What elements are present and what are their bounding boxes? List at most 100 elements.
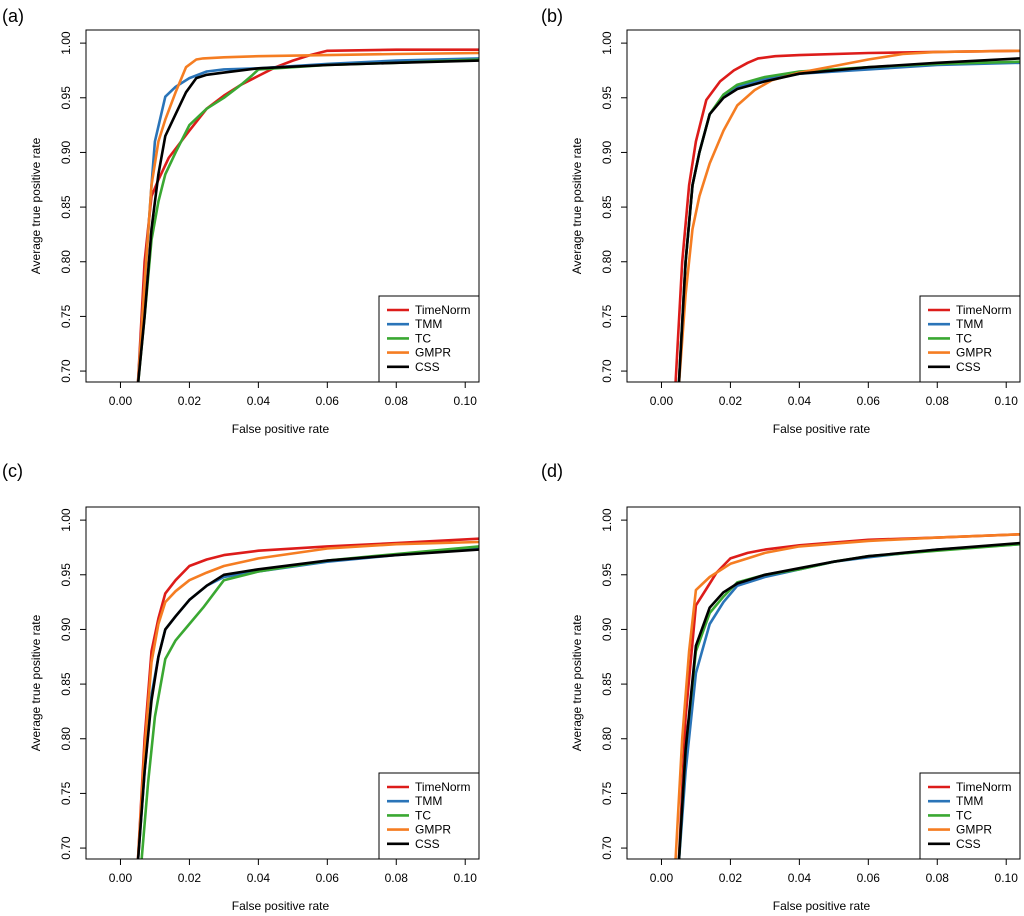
- series-group: [674, 532, 1020, 859]
- y-tick-label: 0.95: [600, 86, 614, 110]
- chart-panel-4: (d) 0.00 0.02 0.04 0.06 0.08 0.10 0.70 0.75 0.80 0…: [541, 461, 1021, 913]
- y-tick-label: 0.95: [600, 563, 614, 587]
- legend-label-timenorm: TimeNorm: [956, 780, 1012, 794]
- x-tick-label: 0.00: [650, 394, 674, 408]
- series-line-timenorm: [136, 537, 479, 859]
- x-tick-label: 0.08: [926, 394, 950, 408]
- x-tick-label: 0.00: [109, 871, 133, 885]
- y-tick-label: 1.00: [600, 508, 614, 532]
- series-line-gmpr: [136, 540, 479, 859]
- y-tick-label: 1.00: [600, 31, 614, 55]
- x-tick-label: 0.02: [719, 871, 743, 885]
- legend-label-gmpr: GMPR: [415, 823, 451, 837]
- panel-label: (a): [2, 6, 24, 26]
- y-tick-label: 0.70: [59, 836, 73, 860]
- legend-label-gmpr: GMPR: [415, 346, 451, 360]
- x-tick-label: 0.06: [316, 394, 340, 408]
- plot-frame: [85, 29, 480, 383]
- y-tick-label: 0.75: [59, 304, 73, 328]
- panel-label: (d): [541, 461, 563, 481]
- legend-label-gmpr: GMPR: [956, 346, 992, 360]
- x-tick-label: 0.04: [247, 871, 271, 885]
- x-tick-label: 0.04: [247, 394, 271, 408]
- x-tick-label: 0.10: [995, 871, 1019, 885]
- legend-label-tmm: TMM: [415, 794, 442, 808]
- series-group: [136, 537, 479, 859]
- series-line-gmpr: [677, 49, 1020, 382]
- y-axis-label: Average true positive rate: [570, 614, 584, 751]
- y-tick-label: 0.90: [59, 617, 73, 641]
- x-tick-label: 0.10: [995, 394, 1019, 408]
- y-axis-label: Average true positive rate: [29, 614, 43, 751]
- legend-label-css: CSS: [415, 360, 440, 374]
- y-tick-label: 0.70: [600, 359, 614, 383]
- legend-label-tc: TC: [956, 331, 972, 345]
- y-tick-label: 0.75: [59, 781, 73, 805]
- x-tick-label: 0.06: [857, 871, 881, 885]
- plot-frame: [626, 29, 1021, 383]
- series-line-css: [677, 541, 1020, 859]
- y-tick-label: 0.90: [59, 140, 73, 164]
- legend-label-timenorm: TimeNorm: [956, 303, 1012, 317]
- y-tick-label: 0.75: [600, 304, 614, 328]
- y-tick-label: 1.00: [59, 31, 73, 55]
- legend-label-timenorm: TimeNorm: [415, 303, 471, 317]
- y-tick-label: 1.00: [59, 508, 73, 532]
- x-tick-label: 0.02: [178, 394, 202, 408]
- x-axis-label: False positive rate: [773, 899, 871, 913]
- legend-label-css: CSS: [956, 360, 981, 374]
- x-tick-label: 0.10: [454, 871, 478, 885]
- legend-label-tmm: TMM: [956, 317, 983, 331]
- x-tick-label: 0.06: [857, 394, 881, 408]
- x-axis-label: False positive rate: [232, 899, 330, 913]
- x-tick-label: 0.04: [788, 871, 812, 885]
- y-tick-label: 0.95: [59, 563, 73, 587]
- y-tick-label: 0.95: [59, 86, 73, 110]
- y-tick-label: 0.70: [59, 359, 73, 383]
- chart-panel-2: (b) 0.00 0.02 0.04 0.06 0.08 0.10 0.70 0.75 0.80 0…: [541, 6, 1021, 436]
- series-line-gmpr: [136, 51, 479, 382]
- legend-label-tc: TC: [415, 808, 431, 822]
- x-tick-label: 0.08: [926, 871, 950, 885]
- panel-label: (c): [2, 461, 23, 481]
- x-axis-label: False positive rate: [232, 422, 330, 436]
- y-tick-label: 0.85: [59, 672, 73, 696]
- y-tick-label: 0.90: [600, 140, 614, 164]
- series-line-timenorm: [674, 49, 1020, 382]
- series-group: [674, 49, 1020, 382]
- plot-frame: [85, 506, 480, 860]
- y-tick-label: 0.85: [59, 195, 73, 219]
- series-line-css: [136, 548, 479, 859]
- y-tick-label: 0.90: [600, 617, 614, 641]
- x-tick-label: 0.06: [316, 871, 340, 885]
- series-line-gmpr: [674, 532, 1020, 859]
- x-axis-label: False positive rate: [773, 422, 871, 436]
- legend-label-tc: TC: [956, 808, 972, 822]
- y-tick-label: 0.75: [600, 781, 614, 805]
- y-axis-label: Average true positive rate: [570, 137, 584, 274]
- legend-label-timenorm: TimeNorm: [415, 780, 471, 794]
- y-tick-label: 0.80: [600, 727, 614, 751]
- legend-label-css: CSS: [956, 837, 981, 851]
- legend-label-css: CSS: [415, 837, 440, 851]
- x-tick-label: 0.10: [454, 394, 478, 408]
- x-tick-label: 0.00: [109, 394, 133, 408]
- x-tick-label: 0.02: [719, 394, 743, 408]
- x-tick-label: 0.00: [650, 871, 674, 885]
- legend-label-tmm: TMM: [956, 794, 983, 808]
- legend-label-tc: TC: [415, 331, 431, 345]
- y-tick-label: 0.80: [59, 727, 73, 751]
- y-tick-label: 0.85: [600, 195, 614, 219]
- x-tick-label: 0.08: [385, 394, 409, 408]
- x-tick-label: 0.04: [788, 394, 812, 408]
- chart-panel-1: (a) 0.00 0.02 0.04 0.06 0.08 0.10 0.70 0.75 0.80 0…: [2, 6, 480, 436]
- x-tick-label: 0.08: [385, 871, 409, 885]
- legend-label-tmm: TMM: [415, 317, 442, 331]
- legend-label-gmpr: GMPR: [956, 823, 992, 837]
- series-group: [136, 48, 479, 382]
